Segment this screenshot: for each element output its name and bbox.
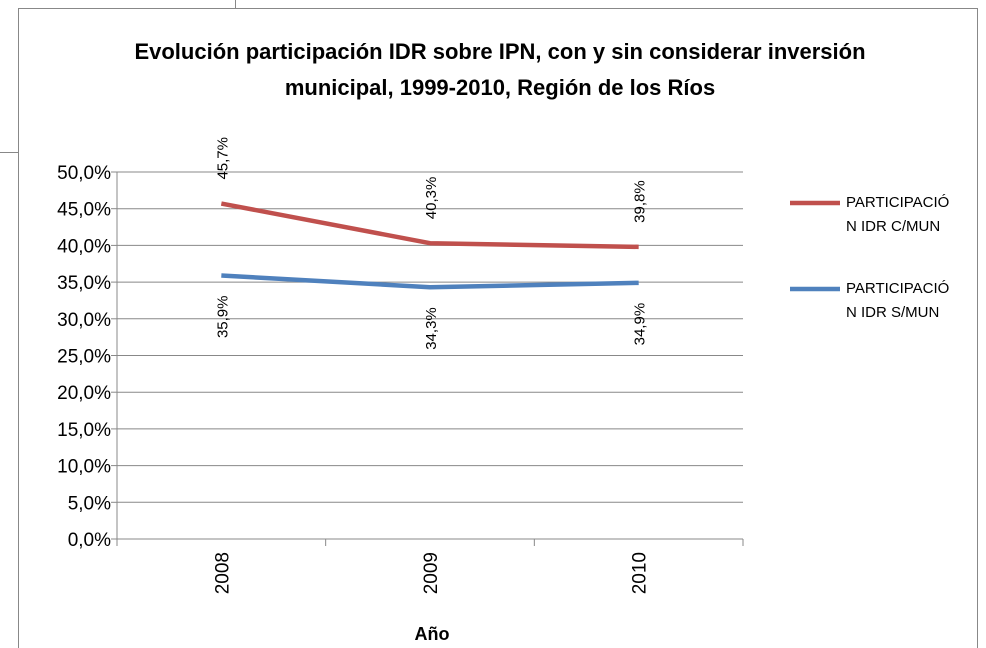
y-tick-label: 30,0% xyxy=(57,310,111,331)
data-label: 40,3% xyxy=(423,177,440,220)
y-tick-label: 15,0% xyxy=(57,420,111,441)
line-series xyxy=(220,201,639,250)
data-label: 45,7% xyxy=(214,137,231,180)
y-tick-label: 40,0% xyxy=(57,236,111,257)
legend-label: PARTICIPACIÓN IDR S/MUN xyxy=(846,280,950,321)
y-tick-label: 45,0% xyxy=(57,200,111,221)
chart-frame xyxy=(18,8,978,648)
y-tick-label: 0,0% xyxy=(68,530,111,551)
data-label: 34,3% xyxy=(423,307,440,350)
data-label: 34,9% xyxy=(632,303,649,346)
y-tick-label: 10,0% xyxy=(57,457,111,478)
data-label: 35,9% xyxy=(214,295,231,338)
x-tick-label: 2010 xyxy=(630,552,651,594)
line-series xyxy=(221,273,639,290)
y-tick-label: 50,0% xyxy=(57,163,111,184)
x-tick-label: 2008 xyxy=(212,552,233,594)
y-tick-label: 25,0% xyxy=(57,347,111,368)
legend-label: PARTICIPACIÓN IDR C/MUN xyxy=(846,194,950,235)
chart-title: Evolución participación IDR sobre IPN, c… xyxy=(134,39,866,100)
y-tick-label: 20,0% xyxy=(57,383,111,404)
x-tick-label: 2009 xyxy=(421,552,442,594)
data-label: 39,8% xyxy=(632,180,649,223)
y-tick-label: 35,0% xyxy=(57,273,111,294)
x-axis-title: Año xyxy=(415,624,450,644)
y-tick-label: 5,0% xyxy=(68,493,111,514)
